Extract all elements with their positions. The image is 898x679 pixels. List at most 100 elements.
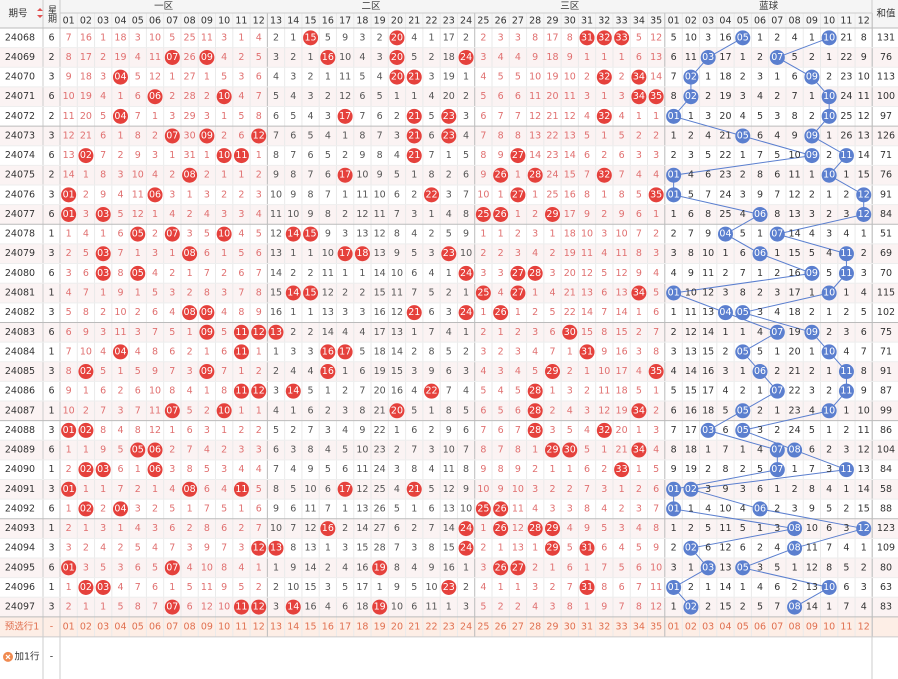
- preselect-number[interactable]: 28: [529, 621, 541, 632]
- red-omission: 11: [581, 248, 593, 259]
- red-omission: 13: [529, 130, 541, 141]
- red-omission: 1: [428, 32, 434, 43]
- preselect-number[interactable]: 03: [702, 621, 714, 632]
- preselect-number[interactable]: 18: [356, 621, 368, 632]
- preselect-number[interactable]: 09: [806, 621, 818, 632]
- preselect-number[interactable]: 26: [495, 621, 507, 632]
- red-ball: [337, 108, 353, 124]
- preselect-number[interactable]: 19: [374, 621, 386, 632]
- preselect-number[interactable]: 04: [114, 621, 126, 632]
- red-omission: 5: [428, 111, 434, 122]
- blue-omission: 22: [719, 150, 731, 161]
- red-omission: 5: [342, 582, 348, 593]
- preselect-number[interactable]: 02: [685, 621, 697, 632]
- preselect-number[interactable]: 22: [425, 621, 437, 632]
- red-omission: 10: [581, 229, 593, 240]
- preselect-number[interactable]: 29: [546, 621, 558, 632]
- week: 6: [48, 268, 54, 279]
- preselect-number[interactable]: 17: [339, 621, 351, 632]
- red-omission: 2: [601, 464, 607, 475]
- red-omission: 12: [356, 209, 368, 220]
- preselect-number[interactable]: 13: [270, 621, 282, 632]
- preselect-number[interactable]: 06: [754, 621, 766, 632]
- red-omission: 1: [428, 405, 434, 416]
- red-omission: 10: [650, 562, 662, 573]
- preselect-number[interactable]: 07: [166, 621, 178, 632]
- issue: 24071: [5, 91, 35, 102]
- red-omission: 10: [63, 405, 75, 416]
- red-omission: 1: [117, 91, 123, 102]
- red-omission: 5: [359, 346, 365, 357]
- red-omission: 5: [325, 150, 331, 161]
- preselect-number[interactable]: 20: [391, 621, 403, 632]
- preselect-number[interactable]: 23: [443, 621, 455, 632]
- preselect-number[interactable]: 06: [149, 621, 161, 632]
- add-row-button[interactable]: 加1行: [14, 650, 40, 662]
- red-omission: 3: [83, 209, 89, 220]
- preselect-number[interactable]: 08: [789, 621, 801, 632]
- red-omission: 1: [325, 72, 331, 83]
- preselect-number[interactable]: 10: [823, 621, 835, 632]
- blue-ball: [683, 89, 699, 105]
- preselect-number[interactable]: 07: [771, 621, 783, 632]
- blue-omission: 6: [671, 52, 677, 63]
- blue-omission: 4: [774, 130, 780, 141]
- red-omission: 3: [221, 209, 227, 220]
- preselect-number[interactable]: 27: [512, 621, 524, 632]
- preselect-number[interactable]: 01: [668, 621, 680, 632]
- blue-ball: [666, 108, 682, 124]
- red-omission: 8: [428, 346, 434, 357]
- preselect-number[interactable]: 12: [253, 621, 265, 632]
- red-omission: 8: [83, 307, 89, 318]
- preselect-label[interactable]: 预选行1: [5, 620, 40, 632]
- preselect-number[interactable]: 05: [737, 621, 749, 632]
- preselect-number[interactable]: 01: [63, 621, 75, 632]
- red-omission: 6: [411, 268, 417, 279]
- red-omission: 6: [636, 562, 642, 573]
- preselect-number[interactable]: 25: [477, 621, 489, 632]
- blue-omission: 3: [774, 111, 780, 122]
- preselect-number[interactable]: 12: [858, 621, 870, 632]
- preselect-number[interactable]: 16: [322, 621, 334, 632]
- preselect-number[interactable]: 03: [97, 621, 109, 632]
- preselect-number[interactable]: 02: [80, 621, 92, 632]
- red-hit: 17: [339, 346, 351, 357]
- preselect-number[interactable]: 35: [650, 621, 662, 632]
- blue-ball: [838, 246, 854, 262]
- preselect-number[interactable]: 11: [840, 621, 852, 632]
- preselect-number[interactable]: 33: [616, 621, 628, 632]
- blue-omission: 21: [840, 32, 852, 43]
- preselect-number[interactable]: 32: [598, 621, 610, 632]
- preselect-number[interactable]: 21: [408, 621, 420, 632]
- red-omission: 4: [532, 248, 538, 259]
- blue-omission: 1: [740, 52, 746, 63]
- preselect-number[interactable]: 09: [201, 621, 213, 632]
- red-omission: 8: [135, 602, 141, 613]
- red-omission: 4: [428, 464, 434, 475]
- red-hit: 15: [305, 32, 317, 43]
- preselect-number[interactable]: 05: [132, 621, 144, 632]
- blue-omission: 2: [826, 72, 832, 83]
- red-omission: 16: [305, 602, 317, 613]
- preselect-number[interactable]: 31: [581, 621, 593, 632]
- week: 1: [48, 523, 54, 534]
- red-hit: 09: [201, 366, 213, 377]
- red-omission: 17: [564, 209, 576, 220]
- red-omission: 9: [653, 543, 659, 554]
- preselect-number[interactable]: 08: [184, 621, 196, 632]
- preselect-number[interactable]: 34: [633, 621, 645, 632]
- preselect-number[interactable]: 04: [719, 621, 731, 632]
- red-omission: 9: [100, 445, 106, 456]
- number-header: 26: [495, 16, 507, 27]
- preselect-number[interactable]: 11: [235, 621, 247, 632]
- preselect-number[interactable]: 15: [305, 621, 317, 632]
- red-omission: 6: [169, 523, 175, 534]
- preselect-number[interactable]: 14: [287, 621, 299, 632]
- blue-omission: 6: [826, 523, 832, 534]
- red-omission: 8: [221, 386, 227, 397]
- preselect-number[interactable]: 10: [218, 621, 230, 632]
- preselect-number[interactable]: 24: [460, 621, 472, 632]
- preselect-number[interactable]: 30: [564, 621, 576, 632]
- red-omission: 6: [66, 327, 72, 338]
- blue-omission: 1: [688, 503, 694, 514]
